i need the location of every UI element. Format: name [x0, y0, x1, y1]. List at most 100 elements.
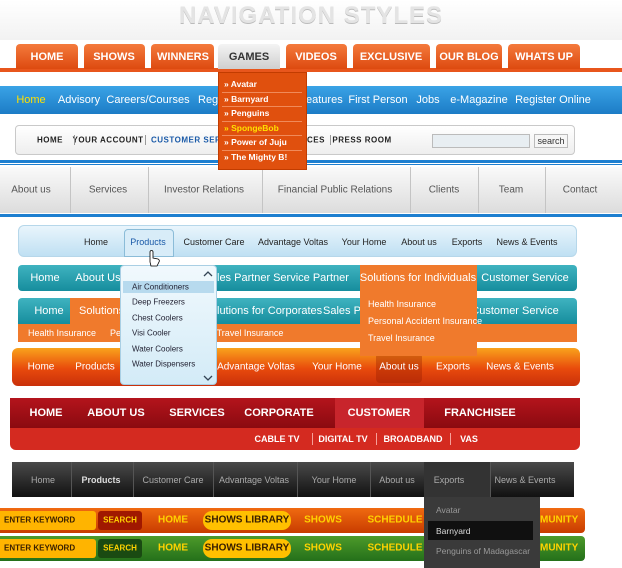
nav-item[interactable]: Services — [88, 184, 128, 196]
nav-item[interactable]: HOME — [30, 51, 64, 63]
nav-item[interactable]: Advantage Voltas — [257, 237, 329, 247]
nav-item[interactable]: ABOUT US — [87, 407, 145, 419]
nav-item[interactable]: SCHEDULE — [367, 542, 423, 554]
nav-item[interactable]: News & Events — [496, 237, 558, 247]
keyword-input-label[interactable]: ENTER KEYWORD — [4, 543, 76, 553]
nav-item[interactable]: eatures — [306, 94, 343, 106]
nav-item[interactable]: Solutions f — [79, 305, 131, 317]
nav-item[interactable]: About us — [379, 361, 419, 373]
nav-item[interactable]: Exports — [451, 237, 483, 247]
nav-item[interactable]: Careers/Courses — [106, 94, 190, 106]
nav-item[interactable]: SHOWS — [304, 514, 342, 526]
nav-item[interactable]: About us — [401, 237, 437, 247]
nav-item[interactable]: CES — [307, 135, 325, 145]
nav-item[interactable]: FRANCHISEE — [444, 407, 516, 419]
dropdown-item[interactable]: » Power of Juju — [224, 137, 287, 148]
nav-item[interactable]: Sales Pa — [323, 305, 368, 317]
nav-item[interactable]: PRESS ROOM — [332, 135, 392, 145]
nav-item[interactable]: Team — [498, 184, 524, 196]
nav-item[interactable]: EXCLUSIVE — [359, 51, 423, 63]
nav-item[interactable]: Products — [130, 237, 166, 247]
nav-item[interactable]: BROADBAND — [383, 434, 443, 444]
nav-item[interactable]: Advantage Voltas — [217, 361, 295, 373]
nav-item[interactable]: HOME — [158, 514, 188, 526]
nav-item[interactable]: Home — [30, 272, 60, 284]
nav-item[interactable]: Customer Care — [142, 475, 204, 485]
nav-item[interactable]: CORPORATE — [244, 407, 314, 419]
dropdown-item[interactable]: Water Coolers — [132, 344, 183, 354]
dropdown-item[interactable]: Barnyard — [436, 525, 471, 536]
nav-item[interactable]: Travel Insurance — [216, 328, 284, 338]
search-button-label[interactable]: SEARCH — [103, 515, 137, 525]
nav-item[interactable]: HOME — [37, 135, 63, 145]
nav-item[interactable]: Financial Public Relations — [277, 184, 393, 196]
nav-item[interactable]: Pe — [110, 328, 122, 338]
search-button-label[interactable]: SEARCH — [103, 543, 137, 553]
nav-item[interactable]: Home — [27, 361, 55, 373]
nav-item[interactable]: About Us — [75, 272, 121, 284]
dropdown-item[interactable]: Water Dispensers — [132, 359, 196, 369]
search-button-label[interactable]: search — [537, 136, 565, 146]
nav-item[interactable]: YOUR ACCOUNT — [72, 135, 144, 145]
nav-item[interactable]: Service Partner — [273, 272, 349, 284]
nav-item[interactable]: Investor Relations — [163, 184, 245, 196]
nav-item[interactable]: Customer Service — [471, 305, 559, 317]
nav-item[interactable]: GAMES — [228, 51, 270, 63]
nav-item[interactable]: First Person — [348, 94, 408, 106]
nav-item[interactable]: CABLE TV — [254, 434, 300, 444]
nav-item[interactable]: Clients — [428, 184, 460, 196]
nav-item[interactable]: Customer Care — [183, 237, 245, 247]
nav-item[interactable]: Regu — [198, 94, 225, 106]
nav-item[interactable]: Contact — [562, 184, 598, 196]
nav-item[interactable]: WHATS UP — [515, 51, 573, 63]
dropdown-item[interactable]: Personal Accident Insurance — [368, 316, 483, 326]
nav-item[interactable]: MUNITY — [540, 514, 579, 526]
nav-item[interactable]: Home — [16, 94, 46, 106]
nav-item[interactable]: Health Insurance — [27, 328, 97, 338]
nav-item[interactable]: Your Home — [311, 475, 357, 485]
nav-item[interactable]: News & Events — [494, 475, 556, 485]
nav-item[interactable]: About us — [379, 475, 415, 485]
nav-item[interactable]: Advantage Voltas — [218, 475, 290, 485]
dropdown-item[interactable]: » Penguins — [224, 108, 270, 119]
dropdown-item[interactable]: » Barnyard — [224, 93, 269, 104]
dropdown-item[interactable]: Health Insurance — [368, 299, 437, 309]
dropdown-item[interactable]: Penguins of Madagascar — [436, 546, 531, 556]
nav-item[interactable]: Advisory — [57, 94, 101, 106]
nav-item[interactable]: Exports — [433, 475, 465, 485]
nav-item[interactable]: VAS — [460, 434, 478, 444]
dropdown-item[interactable]: Travel Insurance — [368, 333, 435, 343]
nav-item[interactable]: Exports — [436, 361, 470, 373]
nav-item[interactable]: CUSTOMER — [347, 407, 411, 419]
nav-item[interactable]: SHOWS LIBRARY — [204, 514, 290, 526]
nav-item[interactable]: Products — [81, 475, 121, 485]
nav-item[interactable]: lutions for Corporates — [217, 305, 323, 317]
nav-item[interactable]: les Partner — [217, 272, 271, 284]
nav-item[interactable]: Jobs — [416, 94, 440, 106]
nav-item[interactable]: Home — [30, 475, 56, 485]
nav-item[interactable]: SERVICES — [169, 407, 225, 419]
dropdown-item[interactable]: » SpongeBob — [224, 122, 279, 133]
nav-item[interactable]: Home — [83, 237, 109, 247]
dropdown-item[interactable]: » The Mighty B! — [224, 152, 288, 162]
dropdown-item[interactable]: Chest Coolers — [132, 313, 183, 323]
nav-item[interactable]: About us — [11, 184, 51, 196]
nav-item[interactable]: Your Home — [312, 361, 362, 373]
nav-item[interactable]: Solutions for Individuals — [359, 272, 477, 284]
dropdown-item[interactable]: Visi Cooler — [132, 328, 171, 338]
nav-item[interactable]: Customer Service — [481, 272, 569, 284]
nav-item[interactable]: News & Events — [486, 361, 554, 373]
nav-item[interactable]: Products — [75, 361, 115, 373]
nav-item[interactable]: WINNERS — [157, 51, 209, 63]
keyword-input-label[interactable]: ENTER KEYWORD — [4, 515, 76, 525]
nav-item[interactable]: CUSTOMER SERVI — [151, 135, 230, 145]
nav-item[interactable]: HOME — [158, 542, 188, 554]
nav-item[interactable]: e-Magazine — [450, 94, 508, 106]
nav-item[interactable]: MUNITY — [540, 542, 579, 554]
nav-item[interactable]: SHOWS LIBRARY — [204, 542, 290, 554]
dropdown-item[interactable]: » Avatar — [224, 79, 257, 89]
dropdown-item[interactable]: Deep Freezers — [132, 297, 185, 307]
dropdown-item[interactable]: Avatar — [436, 505, 461, 515]
nav-item[interactable]: HOME — [29, 407, 63, 419]
